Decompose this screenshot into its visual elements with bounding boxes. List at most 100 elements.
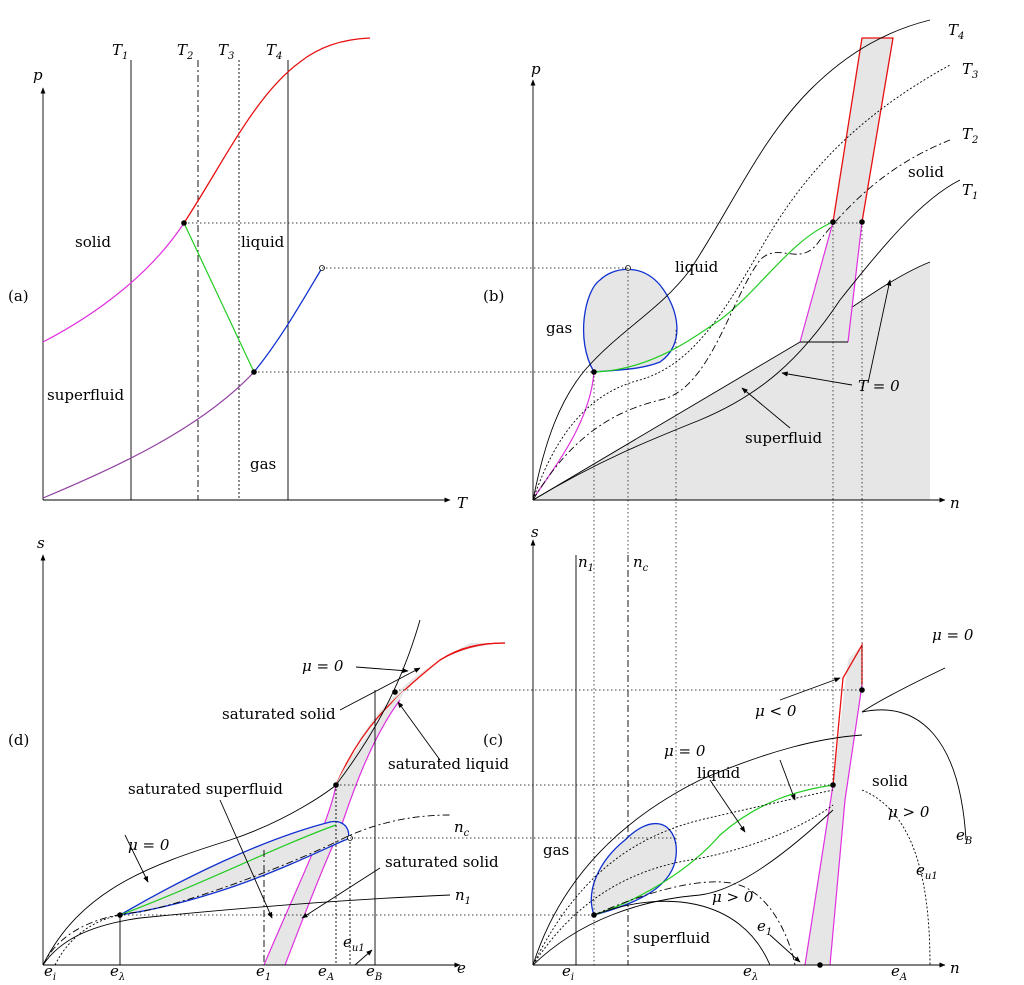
panel-c-gas-label: gas bbox=[543, 841, 569, 859]
panel-b-isotherm-t1 bbox=[532, 179, 961, 501]
panel-c-ea-tick: eA bbox=[891, 962, 907, 983]
lambda-line bbox=[183, 222, 255, 373]
mu-zero-top-arrow bbox=[355, 666, 409, 674]
panel-c-magenta-left bbox=[804, 784, 834, 966]
panel-c-y-label: s bbox=[531, 523, 539, 541]
panel-d-e1-tick: e1 bbox=[256, 962, 271, 983]
panel-b-tag: (b) bbox=[483, 287, 504, 305]
panel-c-lower-envelope bbox=[532, 809, 834, 966]
panel-d-red-top bbox=[439, 642, 506, 661]
panel-d-n1-label: n1 bbox=[455, 886, 471, 907]
panel-b-isotherm-t4 bbox=[532, 19, 931, 501]
panel-b-green-line bbox=[593, 221, 834, 373]
panel-c-point-gas bbox=[591, 912, 597, 918]
mu-neg-arrow-2 bbox=[779, 759, 796, 801]
panel-c-solid-label: solid bbox=[872, 772, 908, 790]
panel-c-dome-outline bbox=[590, 823, 677, 916]
sublimation-line bbox=[42, 371, 255, 499]
saturated-solid-low-arrow bbox=[301, 867, 381, 919]
panel-d-point-solid-top bbox=[392, 689, 398, 695]
saturated-superfluid-arrow bbox=[219, 799, 273, 919]
panel-c-green-line bbox=[593, 784, 834, 916]
panel-c-upper-envelope bbox=[532, 734, 863, 966]
gas-liquid-dome-outline bbox=[582, 268, 678, 373]
panel-d-saturated-solid-low: saturated solid bbox=[385, 853, 499, 871]
panel-d-saturated-liquid: saturated liquid bbox=[388, 755, 509, 773]
panel-c-x-label: n bbox=[950, 959, 960, 977]
panel-a-t3-label: T3 bbox=[218, 41, 234, 62]
panel-d-green-line bbox=[119, 824, 337, 916]
panel-a-tag: (a) bbox=[8, 287, 29, 305]
panel-a-gas-label: gas bbox=[250, 455, 276, 473]
panel-d bbox=[40, 554, 506, 968]
panel-d-mu-zero-left: μ = 0 bbox=[128, 836, 170, 854]
panel-c-mu-neg: μ < 0 bbox=[755, 702, 797, 720]
panel-c-mu-zero-mid: μ = 0 bbox=[664, 742, 706, 760]
panel-d-upper-envelope bbox=[42, 619, 421, 966]
solid-liquid-coexistence-band bbox=[800, 38, 893, 342]
panel-c-point-solid-top bbox=[859, 687, 865, 693]
panel-d-ea-tick: eA bbox=[318, 962, 334, 983]
panel-d-dome-outline bbox=[119, 820, 350, 916]
panel-c-inner-arc bbox=[593, 900, 771, 966]
t-zero-arrow-lower bbox=[781, 371, 853, 386]
panel-a-liquid-label: liquid bbox=[241, 233, 285, 251]
panel-b-x-label: n bbox=[950, 494, 960, 512]
guide-lines bbox=[120, 222, 863, 965]
panel-b bbox=[530, 19, 961, 503]
panel-c-mu-zero-line bbox=[861, 667, 946, 713]
panel-a-superfluid-label: superfluid bbox=[47, 386, 124, 404]
panel-a-t1-label: T1 bbox=[112, 41, 128, 62]
superfluid-arrow bbox=[741, 387, 791, 429]
panel-c-dotted-1 bbox=[532, 789, 834, 966]
saturated-liquid-arrow bbox=[397, 701, 441, 761]
panel-d-tag: (d) bbox=[8, 731, 29, 749]
panel-c-elambda-tick: eλ bbox=[743, 962, 758, 983]
panel-c-point-ea bbox=[817, 962, 823, 968]
panel-d-x-label: e bbox=[457, 959, 466, 977]
panel-c-eu1-label: eu1 bbox=[916, 861, 938, 882]
panel-a-t2-label: T2 bbox=[177, 41, 193, 62]
saturated-solid-top-arrow bbox=[339, 667, 421, 711]
panel-d-magenta-left bbox=[263, 784, 337, 966]
panel-c-liquid-label: liquid bbox=[697, 764, 741, 782]
panel-d-saturated-solid-top: saturated solid bbox=[222, 705, 336, 723]
panel-b-t2-label: T2 bbox=[962, 125, 978, 146]
panel-b-t-zero-label: T = 0 bbox=[858, 377, 900, 395]
panel-b-isotherm-t2 bbox=[532, 139, 951, 501]
panel-c bbox=[530, 539, 967, 968]
panel-c-coexistence-band bbox=[805, 645, 862, 965]
panel-c-superfluid-label: superfluid bbox=[633, 929, 710, 947]
panel-b-red-boundary bbox=[832, 37, 894, 223]
panel-b-t1-label: T1 bbox=[962, 181, 978, 202]
vaporization-line bbox=[253, 267, 323, 373]
e1-arrow bbox=[769, 934, 801, 963]
panel-c-tag: (c) bbox=[483, 731, 503, 749]
panel-a-x-label: T bbox=[457, 494, 468, 512]
panel-c-mu-pos-right: μ > 0 bbox=[888, 803, 930, 821]
panel-b-y-label: p bbox=[531, 60, 541, 78]
panel-b-isotherm-t3 bbox=[532, 64, 951, 501]
panel-d-elambda-tick: eλ bbox=[110, 962, 125, 983]
panel-c-ei-tick: ei bbox=[562, 962, 574, 983]
panel-c-e1-label: e1 bbox=[757, 917, 772, 938]
panel-b-magenta-left bbox=[799, 221, 834, 343]
panel-b-forbidden-region bbox=[533, 262, 930, 500]
melting-line-solid-superfluid bbox=[42, 222, 185, 343]
mu-zero-mid-arrow bbox=[709, 779, 746, 833]
panel-c-magenta-right bbox=[829, 684, 863, 966]
panel-a bbox=[40, 37, 451, 503]
curve-nc bbox=[42, 814, 451, 966]
mu-zero-left-arrow bbox=[124, 834, 149, 883]
panel-c-dome bbox=[591, 823, 677, 915]
panel-c-mu-zero-top: μ = 0 bbox=[932, 626, 974, 644]
panel-a-t4-label: T4 bbox=[266, 41, 282, 62]
panel-d-y-label: s bbox=[37, 534, 45, 552]
panel-a-solid-label: solid bbox=[75, 233, 111, 251]
panel-b-gas-label: gas bbox=[546, 319, 572, 337]
panel-d-saturated-superfluid: saturated superfluid bbox=[128, 780, 283, 798]
panel-d-nc-label: nc bbox=[454, 818, 470, 839]
panel-c-n1-label: n1 bbox=[578, 553, 594, 574]
panel-d-eb-tick: eB bbox=[366, 962, 382, 983]
